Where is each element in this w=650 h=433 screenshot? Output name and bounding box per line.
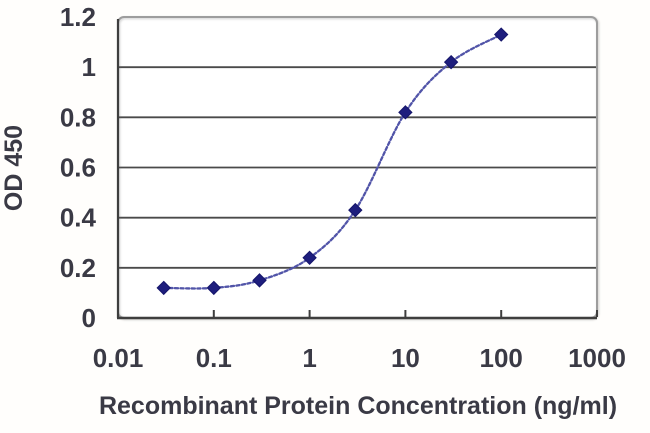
x-axis-title: Recombinant Protein Concentration (ng/ml…: [99, 392, 617, 420]
standard-curve-line: [162, 33, 503, 290]
x-tick-label: 1000: [568, 343, 626, 373]
y-tick-label: 1.2: [60, 2, 96, 32]
y-tick-label: 0.6: [60, 153, 96, 183]
y-tick-label: 0.8: [60, 102, 96, 132]
data-point-marker: [348, 202, 363, 218]
data-point-marker: [302, 250, 317, 266]
y-tick-label: 0.4: [60, 203, 97, 233]
y-tick-label: 1: [82, 52, 96, 82]
x-tick-label: 0.1: [196, 343, 232, 373]
data-point-marker: [252, 273, 267, 288]
x-tick-label: 0.01: [93, 343, 144, 373]
y-axis-title: OD 450: [0, 125, 28, 211]
data-point-marker: [156, 280, 171, 296]
x-tick-label: 100: [480, 343, 523, 373]
plot-area: 0.01 0.1 1 10 100 1000 0 0.2 0.4 0.6 0.8 1 1.2: [60, 2, 626, 373]
y-tick-label: 0.2: [60, 253, 96, 283]
data-point-marker: [206, 280, 222, 296]
x-tick-label: 10: [391, 343, 420, 373]
x-tick-label: 1: [302, 343, 316, 373]
data-point-marker: [493, 27, 509, 42]
data-point-marker: [443, 54, 459, 70]
y-tick-label: 0: [82, 303, 96, 333]
data-point-marker: [398, 105, 413, 120]
